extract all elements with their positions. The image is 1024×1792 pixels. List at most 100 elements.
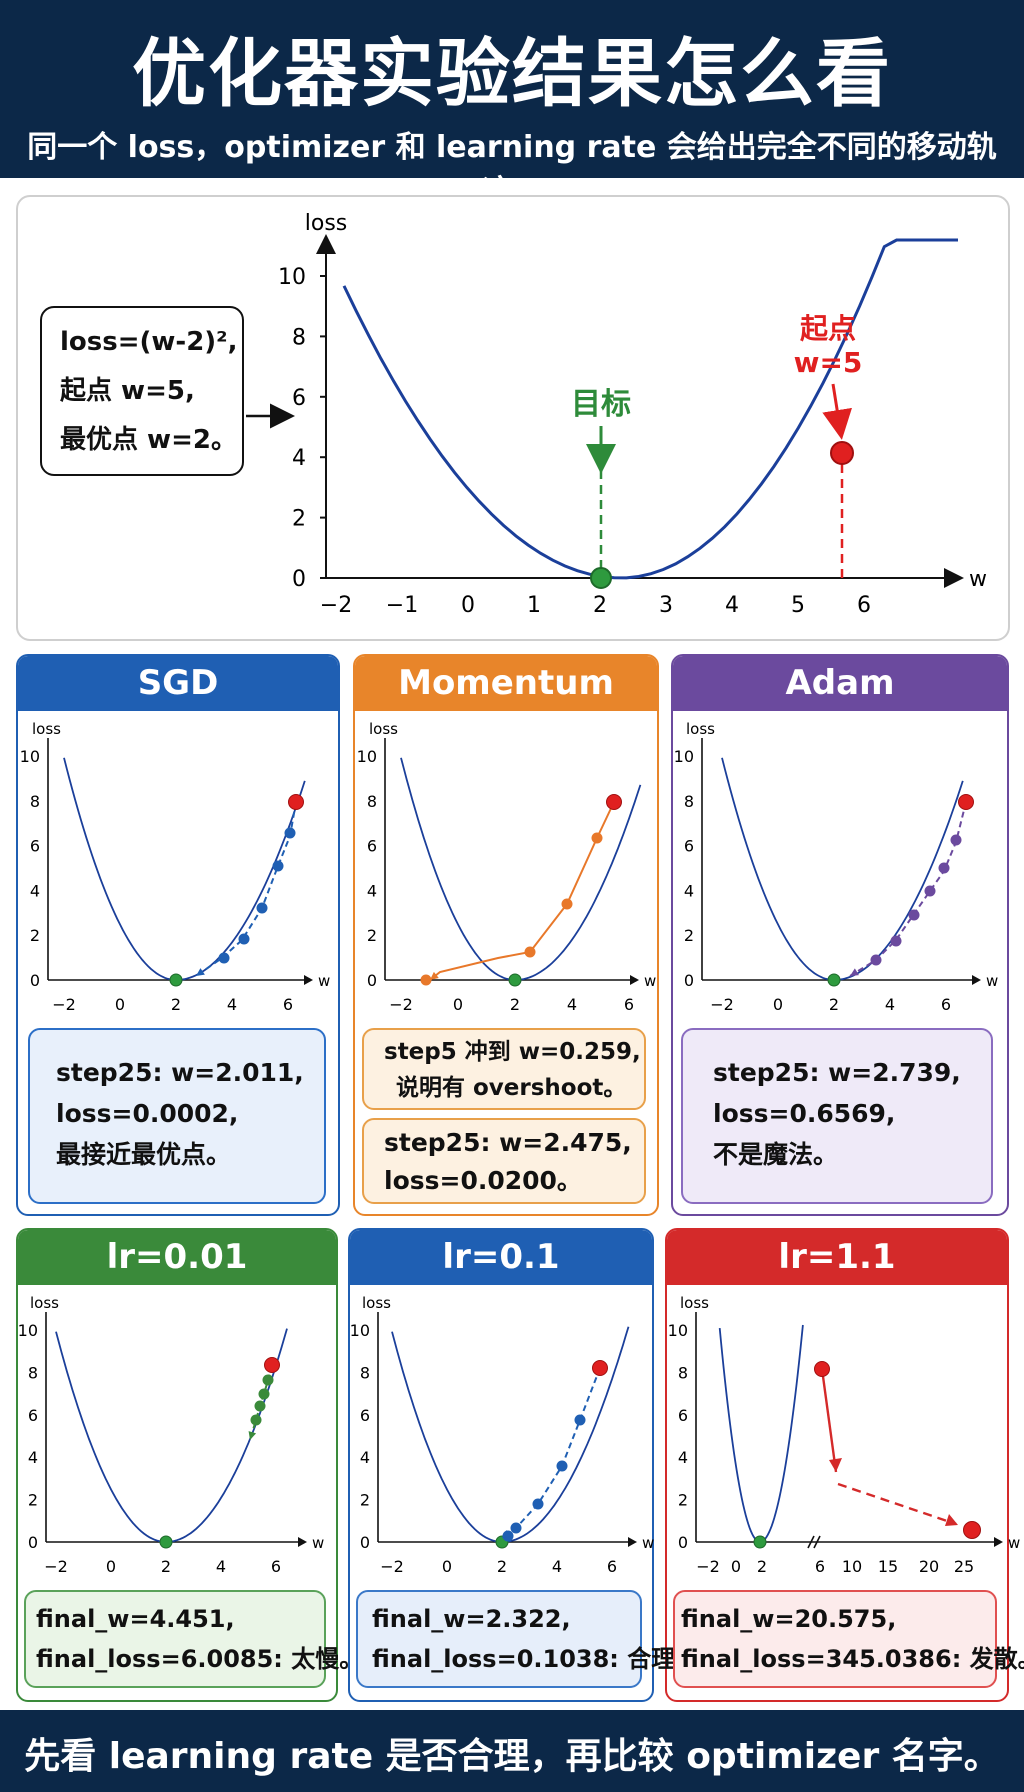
small-target-point <box>827 973 841 987</box>
small-x-tick-label: 2 <box>171 995 181 1014</box>
trajectory-arrowhead <box>850 968 859 976</box>
trajectory-step-dot <box>591 832 603 844</box>
small-y-tick-label: 8 <box>678 1363 688 1382</box>
trajectory-line <box>429 801 615 981</box>
small-x-tick-label: 0 <box>115 995 125 1014</box>
small-y-tick-label: 0 <box>28 1533 38 1552</box>
small-x-label: w <box>642 1534 654 1552</box>
small-x-tick-label: −2 <box>389 995 413 1014</box>
small-y-tick-label: 6 <box>367 837 377 856</box>
small-y-tick-label: 8 <box>360 1363 370 1382</box>
main-y-label: loss <box>305 211 348 236</box>
small-x-tick-label: −2 <box>52 995 76 1014</box>
small-x-tick-label: 6 <box>607 1557 617 1576</box>
small-y-tick-label: 10 <box>18 1321 38 1340</box>
trajectory-step-dot <box>238 933 250 945</box>
main-x-tick-label: 3 <box>659 593 673 618</box>
small-x-tick-label: 2 <box>161 1557 171 1576</box>
small-y-tick-label: 2 <box>30 926 40 945</box>
small-x-tick-label: 6 <box>271 1557 281 1576</box>
small-start-point <box>264 1357 280 1373</box>
target-label: 目标 <box>571 387 631 422</box>
header-banner: 优化器实验结果怎么看 同一个 loss，optimizer 和 learning… <box>0 0 1024 209</box>
small-x-label: w <box>1008 1534 1020 1552</box>
momentum-note-2-line-1: step25: w=2.475, <box>384 1128 632 1157</box>
lr-01-note-line-1: final_w=2.322, <box>372 1605 571 1633</box>
small-x-tick-label: 2 <box>829 995 839 1014</box>
trajectory-step-dot <box>561 898 573 910</box>
small-x-tick-label: 0 <box>442 1557 452 1576</box>
main-x-tick-label: 4 <box>725 593 739 618</box>
main-y-tick-label: 4 <box>292 446 306 471</box>
callout-line-2: 起点 w=5, <box>60 376 195 406</box>
small-x-tick-label: 4 <box>552 1557 562 1576</box>
lr-01-note-line-2: final_loss=0.1038: 合理。 <box>372 1645 700 1673</box>
small-y-tick-label: 6 <box>360 1406 370 1425</box>
footer-banner: 先看 learning rate 是否合理，再比较 optimizer 名字。 <box>0 1710 1024 1792</box>
lr-11-title: lr=1.1 <box>667 1230 1007 1285</box>
page-title: 优化器实验结果怎么看 <box>132 31 892 117</box>
lr-001-note-line-2: final_loss=6.0085: 太慢。 <box>36 1645 364 1673</box>
lr-001-title: lr=0.01 <box>18 1230 336 1285</box>
lr-11-note-line-2: final_loss=345.0386: 发散。 <box>681 1645 1024 1673</box>
small-y-tick-label: 0 <box>367 971 377 990</box>
lr-001-note-line-1: final_w=4.451, <box>36 1605 235 1633</box>
small-x-tick-label: 6 <box>941 995 951 1014</box>
small-x-tick-label: 0 <box>773 995 783 1014</box>
small-y-tick-label: 0 <box>678 1533 688 1552</box>
start-point <box>830 441 854 465</box>
small-start-point <box>592 1360 608 1376</box>
main-loss-curve <box>342 238 958 580</box>
trajectory-step-dot <box>924 885 936 897</box>
small-x-tick-label: −2 <box>710 995 734 1014</box>
small-y-label: loss <box>680 1294 709 1312</box>
small-x-tick-label: 15 <box>878 1557 898 1576</box>
small-x-tick-label: 10 <box>842 1557 862 1576</box>
divergent-end-point <box>963 1521 981 1539</box>
trajectory-line <box>849 801 967 977</box>
main-y-tick-label: 8 <box>292 325 306 350</box>
trajectory-step-dot <box>870 954 882 966</box>
main-x-tick-label: 1 <box>527 593 541 618</box>
trajectory-step-dot <box>218 952 230 964</box>
small-target-point <box>169 973 183 987</box>
momentum-note-1-line-2: 说明有 overshoot。 <box>396 1075 627 1101</box>
trajectory-arrowhead <box>430 971 439 980</box>
small-loss-curve <box>718 1324 804 1543</box>
start-label-1: 起点 <box>800 312 856 345</box>
small-y-label: loss <box>30 1294 59 1312</box>
lr-001-note: final_w=4.451, final_loss=6.0085: 太慢。 <box>24 1590 364 1688</box>
small-y-tick-label: 10 <box>357 747 377 766</box>
small-y-tick-label: 10 <box>20 747 40 766</box>
footer-text: 先看 learning rate 是否合理，再比较 optimizer 名字。 <box>24 1736 1000 1777</box>
small-y-label: loss <box>686 720 715 738</box>
trajectory-line <box>501 1367 601 1539</box>
small-x-tick-label: −2 <box>696 1557 720 1576</box>
sgd-note-line-3: 最接近最优点。 <box>56 1140 232 1169</box>
trajectory-step-dot <box>556 1460 568 1472</box>
small-x-label: w <box>318 972 330 990</box>
small-y-label: loss <box>362 1294 391 1312</box>
main-x-tick-label: −2 <box>320 593 352 618</box>
sgd-plot: loss w 0 2 4 6 8 10 −2 0 2 4 6 <box>20 720 331 1014</box>
main-y-tick-label: 0 <box>292 567 306 592</box>
small-x-axis-arrow <box>304 975 313 985</box>
trajectory-arrowhead <box>829 1458 842 1472</box>
lr-01-note: final_w=2.322, final_loss=0.1038: 合理。 <box>356 1590 700 1688</box>
trajectory-step-dot <box>272 860 284 872</box>
trajectory-step-dot <box>532 1498 544 1510</box>
adam-plot: loss w 0 2 4 6 8 10 −2 0 2 4 6 <box>674 720 999 1014</box>
small-x-axis-arrow <box>972 975 981 985</box>
small-y-tick-label: 4 <box>684 881 694 900</box>
small-target-point <box>159 1535 173 1549</box>
small-target-point <box>753 1535 767 1549</box>
small-loss-curve <box>63 757 306 981</box>
small-y-tick-label: 8 <box>30 792 40 811</box>
small-x-tick-label: 4 <box>885 995 895 1014</box>
trajectory-line <box>195 801 297 977</box>
start-label-2: w=5 <box>794 346 863 379</box>
sgd-note-line-1: step25: w=2.011, <box>56 1058 304 1087</box>
small-x-axis-arrow <box>628 1537 637 1547</box>
start-arrow <box>822 383 852 440</box>
